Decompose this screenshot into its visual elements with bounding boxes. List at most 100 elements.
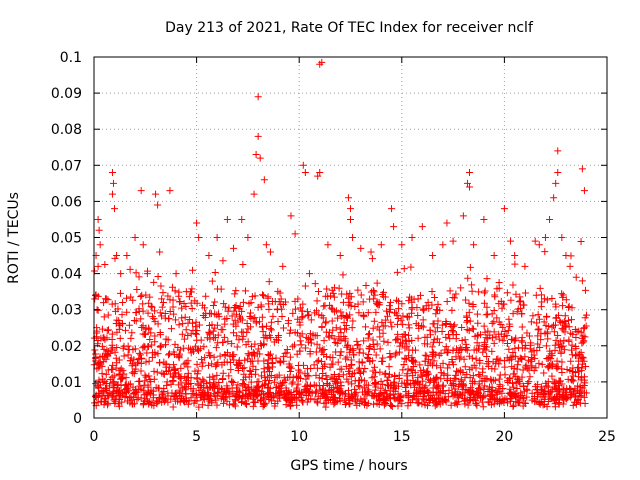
- data-point: [372, 351, 380, 359]
- data-point: [267, 318, 275, 326]
- data-point: [534, 326, 542, 334]
- data-point: [175, 350, 183, 358]
- data-point: [287, 212, 295, 220]
- y-tick-label: 0.03: [51, 303, 82, 319]
- data-point: [374, 301, 382, 309]
- data-point: [509, 379, 516, 387]
- data-point: [504, 327, 512, 335]
- data-point: [426, 326, 434, 334]
- data-point: [380, 388, 388, 396]
- data-point: [224, 337, 232, 345]
- data-point: [554, 147, 562, 155]
- data-point: [546, 215, 554, 223]
- data-point: [313, 340, 321, 348]
- data-point: [313, 307, 321, 315]
- data-point: [421, 357, 429, 365]
- data-point: [241, 287, 249, 295]
- data-point: [238, 399, 246, 407]
- data-point: [500, 205, 508, 213]
- data-point: [549, 321, 557, 329]
- data-point: [92, 292, 100, 300]
- data-point: [403, 312, 411, 320]
- data-point: [443, 377, 451, 385]
- data-point: [223, 349, 231, 357]
- data-point: [360, 368, 368, 376]
- data-point: [518, 334, 526, 342]
- data-point: [512, 334, 520, 342]
- data-point: [96, 241, 104, 249]
- data-point: [130, 317, 138, 325]
- data-point: [356, 345, 364, 353]
- data-point: [372, 369, 380, 377]
- data-point: [138, 323, 146, 331]
- data-point: [543, 382, 551, 390]
- data-point: [279, 353, 287, 361]
- data-point: [552, 385, 560, 393]
- data-point: [442, 343, 450, 351]
- data-point: [315, 374, 323, 382]
- data-point: [268, 359, 276, 367]
- data-point: [362, 281, 370, 289]
- data-point: [163, 381, 171, 389]
- data-point: [239, 260, 247, 268]
- data-point: [371, 380, 379, 388]
- data-point: [377, 377, 385, 385]
- data-point: [433, 382, 441, 390]
- data-point: [152, 190, 160, 198]
- data-point: [407, 263, 415, 271]
- data-point: [482, 311, 490, 319]
- data-point: [230, 329, 238, 337]
- data-point: [235, 359, 243, 367]
- data-point: [131, 345, 139, 353]
- data-point: [566, 262, 574, 270]
- data-point: [528, 356, 536, 364]
- data-point: [302, 388, 310, 396]
- data-point: [537, 336, 545, 344]
- data-point: [337, 336, 345, 344]
- data-point: [393, 296, 401, 304]
- data-point: [531, 354, 539, 362]
- data-point: [505, 315, 513, 323]
- data-point: [292, 386, 300, 394]
- data-point: [235, 336, 243, 344]
- data-point: [558, 358, 566, 366]
- data-point: [243, 399, 251, 407]
- data-point: [139, 307, 147, 315]
- data-point: [182, 303, 190, 311]
- data-point: [286, 329, 294, 337]
- y-tick-label: 0: [73, 411, 82, 427]
- data-point: [139, 241, 147, 249]
- data-point: [232, 301, 240, 309]
- data-point: [581, 286, 589, 294]
- data-point: [559, 400, 567, 408]
- data-point: [580, 324, 588, 332]
- data-point: [408, 234, 416, 241]
- data-point: [371, 378, 379, 386]
- y-tick-label: 0.01: [51, 375, 82, 391]
- data-point: [393, 336, 401, 344]
- data-point: [421, 401, 429, 409]
- data-point: [247, 378, 255, 386]
- data-point: [429, 320, 437, 328]
- data-point: [267, 350, 275, 358]
- data-point: [151, 351, 159, 359]
- data-point: [142, 324, 150, 332]
- data-point: [298, 397, 306, 405]
- data-point: [260, 368, 268, 376]
- data-point: [429, 252, 437, 260]
- data-point: [106, 375, 114, 383]
- data-point: [463, 326, 471, 334]
- data-point: [517, 297, 525, 305]
- x-tick-label: 25: [598, 429, 616, 445]
- data-point: [561, 323, 569, 331]
- y-tick-label: 0.05: [51, 231, 82, 247]
- data-point: [249, 362, 257, 370]
- data-point: [525, 332, 533, 340]
- data-point: [343, 342, 351, 350]
- data-point: [262, 241, 270, 249]
- data-point: [137, 187, 145, 195]
- data-point: [457, 353, 465, 361]
- data-point: [353, 401, 361, 409]
- data-point: [390, 379, 398, 387]
- data-point: [501, 394, 509, 402]
